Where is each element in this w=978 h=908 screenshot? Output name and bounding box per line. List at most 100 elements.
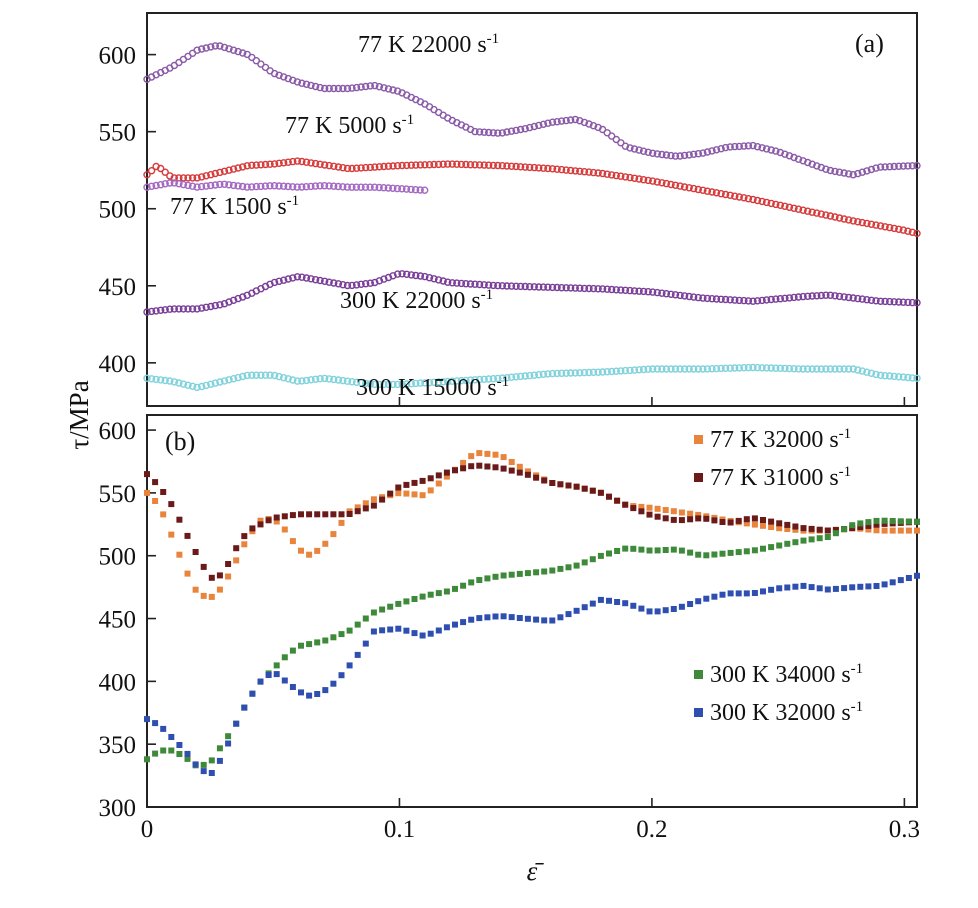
panel-a: 400 450 500 550 600 (a) 77 K 22000 s-1 77 K …	[99, 12, 921, 407]
y-tick-label: 450	[99, 607, 137, 634]
legend-marker	[694, 670, 703, 679]
data-point	[712, 295, 721, 303]
data-point	[544, 370, 552, 378]
data-point	[817, 210, 825, 218]
data-point	[521, 282, 529, 291]
data-point	[703, 148, 712, 156]
data-point	[726, 364, 734, 372]
data-point	[644, 176, 652, 185]
data-point	[330, 84, 338, 93]
data-point	[680, 292, 689, 300]
data-point	[743, 548, 750, 555]
data-point	[881, 517, 888, 524]
data-point	[211, 301, 220, 310]
data-point	[346, 511, 353, 517]
data-point	[395, 600, 402, 607]
data-point	[152, 498, 159, 504]
data-point	[316, 83, 324, 92]
data-point	[273, 671, 280, 678]
data-point	[427, 630, 434, 637]
data-point	[680, 183, 689, 191]
data-point	[216, 168, 224, 177]
data-point	[749, 297, 757, 305]
legend-marker	[694, 708, 703, 717]
data-point	[845, 293, 853, 302]
data-point	[494, 281, 502, 290]
data-point	[535, 121, 543, 130]
data-point	[453, 377, 461, 385]
data-point	[143, 308, 151, 316]
data-point	[721, 364, 730, 372]
data-point	[800, 537, 807, 544]
data-point	[562, 116, 570, 125]
data-point	[703, 595, 710, 602]
x-tick-label: 0.2	[636, 816, 667, 843]
y-tick-label: 300	[99, 795, 137, 822]
data-point	[904, 227, 912, 235]
data-point	[533, 474, 540, 481]
data-point	[220, 180, 229, 189]
data-point	[576, 369, 584, 377]
data-point	[306, 641, 313, 648]
data-point	[873, 583, 880, 589]
data-point	[468, 453, 475, 460]
data-point	[370, 502, 377, 509]
data-point	[434, 276, 443, 284]
data-point	[289, 76, 297, 85]
data-point	[524, 471, 531, 478]
data-point	[175, 379, 183, 387]
data-point	[603, 170, 611, 178]
data-point	[908, 374, 917, 382]
data-point	[298, 547, 304, 554]
data-point	[375, 183, 383, 192]
data-point	[731, 296, 739, 304]
data-point	[799, 157, 807, 165]
data-point	[166, 305, 174, 313]
data-point	[690, 293, 698, 301]
data-point	[380, 380, 388, 389]
data-point	[694, 293, 702, 302]
data-point	[548, 283, 557, 292]
data-point	[225, 298, 233, 306]
data-point	[886, 162, 894, 171]
data-point	[553, 117, 561, 126]
data-point	[753, 196, 762, 205]
data-point	[403, 380, 411, 388]
data-point	[822, 291, 830, 299]
data-point	[822, 211, 830, 219]
data-point	[667, 365, 675, 373]
data-point	[824, 527, 831, 534]
data-point	[872, 370, 880, 379]
data-point	[913, 374, 921, 382]
data-point	[225, 166, 233, 174]
data-point	[508, 614, 515, 621]
data-point	[776, 295, 784, 303]
data-point	[539, 164, 548, 172]
data-point	[581, 485, 588, 492]
data-point	[248, 371, 256, 379]
data-point	[419, 492, 426, 499]
data-point	[266, 371, 274, 379]
data-point	[421, 272, 429, 281]
data-point	[708, 295, 716, 303]
data-point	[179, 180, 188, 189]
data-point	[671, 291, 680, 299]
data-point	[567, 116, 575, 124]
data-point	[808, 584, 815, 591]
data-point	[166, 179, 174, 187]
data-point	[321, 161, 329, 169]
data-point	[184, 532, 191, 539]
data-point	[776, 148, 784, 157]
data-point	[398, 161, 406, 170]
data-point	[831, 292, 839, 300]
data-point	[202, 182, 210, 190]
data-point	[826, 365, 835, 373]
data-point	[516, 282, 525, 291]
data-point	[876, 222, 885, 230]
data-point	[306, 551, 313, 558]
series-a1	[143, 157, 921, 238]
data-point	[298, 183, 306, 191]
data-point	[403, 627, 410, 634]
data-point	[389, 272, 397, 280]
data-point	[740, 194, 748, 202]
